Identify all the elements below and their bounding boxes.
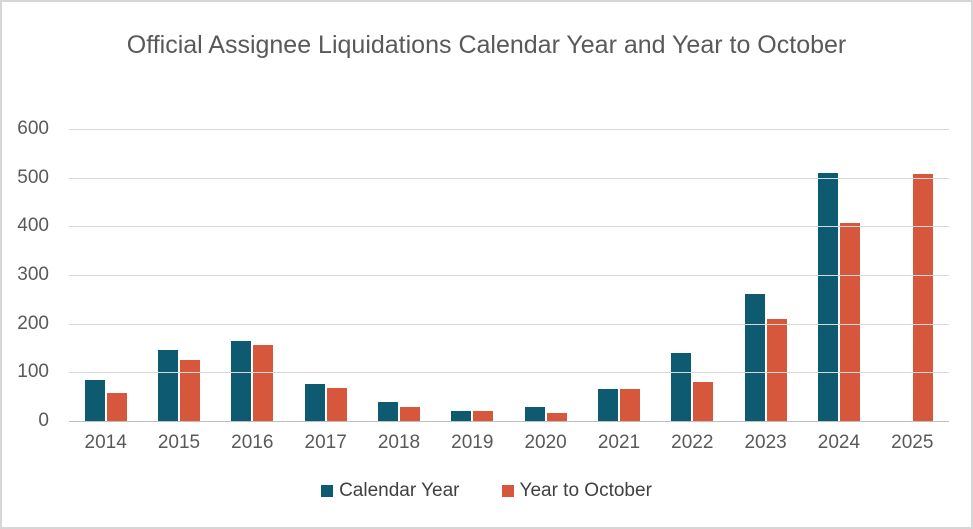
- y-tick-label: 200: [17, 312, 49, 334]
- x-tick-label-2017: 2017: [304, 432, 347, 453]
- y-tick-label: 300: [17, 264, 49, 285]
- x-tick-label-2014: 2014: [84, 432, 127, 453]
- bar-group-2024: [802, 129, 875, 421]
- bar-group-2018: [362, 129, 435, 421]
- bar-calendar-year-2019: [451, 410, 472, 421]
- x-tick-label-2021: 2021: [597, 432, 641, 453]
- legend-label-year-to-october: Year to October: [519, 480, 652, 501]
- x-tick-label-2019: 2019: [451, 432, 494, 453]
- bar-group-2015: [142, 129, 215, 421]
- bar-year-to-october-2022: [693, 382, 714, 421]
- gridline: [69, 323, 949, 325]
- bar-year-to-october-2021: [619, 388, 640, 421]
- y-tick-label: 400: [17, 215, 49, 237]
- bar-calendar-year-2020: [524, 407, 545, 421]
- y-tick-label: 600: [17, 118, 49, 139]
- bar-year-to-october-2015: [179, 359, 200, 421]
- plot-area: [69, 129, 949, 422]
- bar-group-2022: [656, 129, 729, 421]
- bar-group-2016: [216, 129, 289, 421]
- y-tick-label: 100: [17, 361, 49, 383]
- bar-calendar-year-2018: [377, 402, 398, 421]
- bar-groups: [69, 129, 949, 421]
- bar-group-2014: [69, 129, 142, 421]
- legend-swatch-calendar-year: [321, 485, 334, 497]
- x-axis-line: [69, 421, 949, 422]
- bar-year-to-october-2023: [766, 318, 787, 421]
- x-tick-label-2025: 2025: [891, 432, 934, 453]
- x-tick-label-2018: 2018: [377, 432, 421, 453]
- bar-year-to-october-2016: [253, 345, 274, 421]
- bar-year-to-october-2017: [326, 388, 347, 421]
- bar-group-2019: [436, 129, 509, 421]
- bar-year-to-october-2018: [399, 407, 420, 421]
- bar-group-2020: [509, 129, 582, 421]
- bar-year-to-october-2025: [913, 174, 934, 421]
- gridline: [69, 275, 949, 276]
- bar-calendar-year-2015: [157, 350, 178, 421]
- bar-year-to-october-2024: [839, 222, 860, 421]
- bar-calendar-year-2022: [671, 352, 692, 421]
- x-tick-label-2022: 2022: [671, 432, 714, 453]
- bar-group-2021: [582, 129, 655, 421]
- legend-item-calendar-year: Calendar Year: [321, 480, 460, 502]
- y-axis: 0 100 200 300 400 500 600: [2, 118, 49, 431]
- x-tick-label-2023: 2023: [744, 432, 787, 453]
- y-tick-label: 0: [38, 410, 49, 431]
- bar-calendar-year-2021: [597, 388, 618, 421]
- bar-year-to-october-2014: [106, 392, 127, 421]
- gridline: [69, 129, 949, 130]
- bar-calendar-year-2023: [744, 294, 765, 421]
- bar-group-2025: [876, 129, 949, 421]
- bar-group-2023: [729, 129, 802, 421]
- gridline: [69, 226, 949, 228]
- gridline: [69, 177, 949, 179]
- x-tick-label-2016: 2016: [231, 432, 274, 453]
- legend-label-calendar-year: Calendar Year: [339, 480, 460, 501]
- bar-calendar-year-2016: [231, 340, 252, 421]
- bar-year-to-october-2020: [546, 413, 567, 421]
- legend-item-year-to-october: Year to October: [501, 480, 652, 502]
- y-tick-label: 500: [17, 166, 49, 188]
- gridline: [69, 372, 949, 374]
- chart-title: Official Assignee Liquidations Calendar …: [126, 31, 847, 59]
- x-tick-label-2015: 2015: [157, 432, 201, 453]
- legend-swatch-year-to-october: [501, 485, 514, 497]
- bar-calendar-year-2017: [304, 383, 325, 421]
- x-tick-label-2024: 2024: [817, 432, 861, 453]
- x-tick-label-2020: 2020: [524, 432, 567, 453]
- bar-calendar-year-2024: [817, 173, 838, 421]
- bar-group-2017: [289, 129, 362, 421]
- bar-year-to-october-2019: [473, 410, 494, 421]
- legend: Calendar Year Year to October: [2, 480, 971, 502]
- x-axis: 2014 2015 2016 2017 2018 2019 2020 2021 2022 2023…: [69, 432, 949, 454]
- bar-calendar-year-2014: [84, 379, 105, 421]
